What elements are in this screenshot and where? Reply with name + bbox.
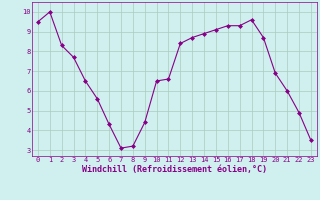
X-axis label: Windchill (Refroidissement éolien,°C): Windchill (Refroidissement éolien,°C) [82, 165, 267, 174]
